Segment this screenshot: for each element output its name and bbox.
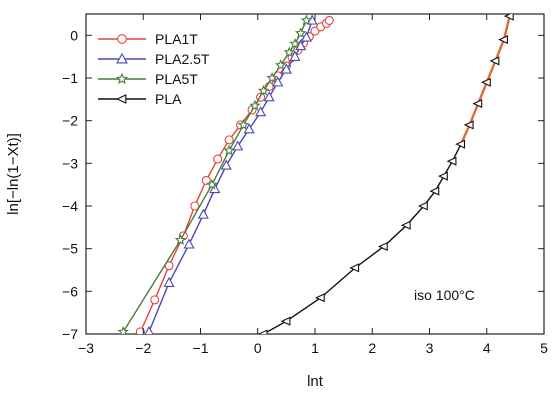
y-axis-label: ln[−ln(1−Xt)] xyxy=(5,133,22,215)
x-axis-label: lnt xyxy=(307,373,324,390)
y-tick-label: −6 xyxy=(62,283,78,299)
data-point xyxy=(300,31,312,42)
data-point xyxy=(206,178,218,190)
data-point xyxy=(115,94,127,104)
data-point xyxy=(117,325,129,334)
data-point xyxy=(117,34,127,44)
data-point xyxy=(377,241,388,252)
data-point xyxy=(417,201,428,211)
x-tick-label: −3 xyxy=(78,340,94,356)
data-point xyxy=(115,72,129,85)
series-line xyxy=(148,20,313,333)
legend-item: PLA1T xyxy=(98,31,198,47)
legend-label: PLA xyxy=(155,91,182,107)
data-point xyxy=(489,56,500,66)
data-point xyxy=(255,106,267,117)
data-point xyxy=(144,325,154,334)
data-point xyxy=(232,140,244,151)
chart-marks xyxy=(117,14,514,334)
data-point xyxy=(295,40,307,51)
data-point xyxy=(400,220,411,230)
x-tick-label: 1 xyxy=(311,340,319,356)
data-point xyxy=(289,50,301,61)
x-tick-label: 0 xyxy=(254,340,262,356)
data-point xyxy=(480,77,491,87)
data-point xyxy=(294,27,307,39)
data-point xyxy=(174,234,187,246)
legend-label: PLA1T xyxy=(155,31,198,47)
data-point xyxy=(300,14,313,26)
data-point xyxy=(150,295,160,305)
data-point xyxy=(272,76,284,87)
data-point xyxy=(280,63,292,74)
data-point xyxy=(289,37,301,49)
data-point xyxy=(429,186,440,196)
data-point xyxy=(243,123,255,134)
data-point xyxy=(183,238,195,249)
x-tick-label: 5 xyxy=(540,340,548,356)
x-tick-label: 4 xyxy=(483,340,491,356)
y-tick-label: −7 xyxy=(62,326,78,342)
data-point xyxy=(463,120,474,130)
data-point xyxy=(283,46,295,58)
y-tick-label: −5 xyxy=(62,241,78,257)
data-point xyxy=(455,139,466,149)
data-point xyxy=(498,35,508,45)
legend: PLA1T PLA2.5T PLA5T PLA xyxy=(98,31,210,107)
data-point xyxy=(197,208,209,219)
y-tick-label: 0 xyxy=(70,27,78,43)
data-point xyxy=(249,99,261,111)
y-tick-label: −1 xyxy=(62,70,78,86)
data-point xyxy=(438,171,448,181)
data-point xyxy=(314,293,325,303)
legend-item: PLA5T xyxy=(98,71,198,87)
axis-ticks: −3 −2 −1 0 1 2 3 4 5 0 −1 −2 −3 −4 −5 −6 −7 xyxy=(62,14,548,356)
legend-item: PLA xyxy=(98,91,182,107)
series-pla xyxy=(257,14,514,334)
data-point xyxy=(263,91,275,102)
x-tick-label: −1 xyxy=(193,340,209,356)
data-point xyxy=(503,14,514,21)
data-point xyxy=(224,135,234,145)
data-point xyxy=(135,327,145,334)
data-point xyxy=(446,156,457,166)
annotation-iso-temp: iso 100°C xyxy=(414,287,475,303)
y-tick-label: −2 xyxy=(62,113,78,129)
data-point xyxy=(349,263,360,273)
legend-label: PLA5T xyxy=(155,71,198,87)
legend-label: PLA2.5T xyxy=(155,51,210,67)
x-tick-label: 2 xyxy=(368,340,376,356)
data-point xyxy=(163,276,175,287)
data-point xyxy=(116,52,128,64)
data-point xyxy=(201,175,211,185)
legend-item: PLA2.5T xyxy=(98,51,210,67)
y-tick-label: −3 xyxy=(62,155,78,171)
data-point xyxy=(266,71,278,83)
data-point xyxy=(274,59,287,71)
data-point xyxy=(237,118,250,130)
data-point xyxy=(257,84,270,96)
x-tick-label: 3 xyxy=(426,340,434,356)
y-tick-label: −4 xyxy=(62,198,78,214)
series-pla5t xyxy=(117,14,313,334)
data-point xyxy=(257,329,268,334)
data-point xyxy=(223,144,235,156)
data-point xyxy=(213,154,223,164)
data-point xyxy=(220,159,232,170)
data-point xyxy=(472,99,483,109)
data-point xyxy=(280,316,291,326)
data-point xyxy=(190,201,200,211)
x-tick-label: −2 xyxy=(135,340,151,356)
data-point xyxy=(324,15,334,25)
